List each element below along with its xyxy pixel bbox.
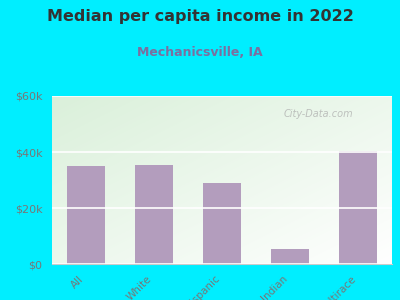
- Text: Median per capita income in 2022: Median per capita income in 2022: [46, 9, 354, 24]
- Bar: [67, 166, 105, 264]
- Text: Mechanicsville, IA: Mechanicsville, IA: [137, 46, 263, 59]
- Bar: [203, 183, 241, 264]
- Bar: [271, 249, 309, 264]
- Bar: [339, 151, 377, 264]
- Text: City-Data.com: City-Data.com: [283, 110, 353, 119]
- Bar: [135, 165, 173, 264]
